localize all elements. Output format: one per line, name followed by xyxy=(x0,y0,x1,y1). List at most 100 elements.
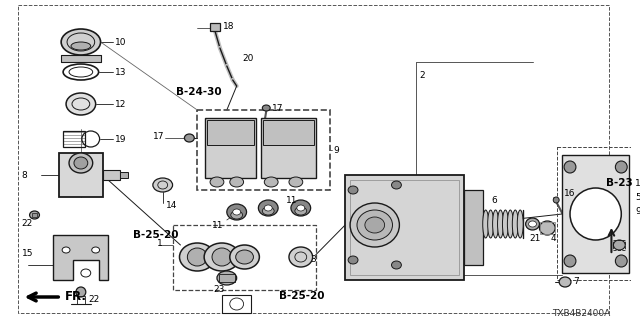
Ellipse shape xyxy=(497,210,504,238)
Bar xyxy=(261,118,316,178)
Text: 3: 3 xyxy=(310,255,316,265)
Bar xyxy=(61,55,100,62)
Ellipse shape xyxy=(392,261,401,269)
Text: 10: 10 xyxy=(115,37,127,46)
Ellipse shape xyxy=(62,247,70,253)
Text: 22: 22 xyxy=(22,219,33,228)
Text: FR.: FR. xyxy=(65,290,87,302)
Ellipse shape xyxy=(613,240,625,250)
Bar xyxy=(59,153,102,197)
Bar xyxy=(219,274,235,282)
Bar xyxy=(557,147,634,280)
Ellipse shape xyxy=(74,157,88,169)
Ellipse shape xyxy=(212,248,232,266)
Ellipse shape xyxy=(559,277,571,287)
Ellipse shape xyxy=(188,248,207,266)
Ellipse shape xyxy=(348,186,358,194)
Text: 12: 12 xyxy=(115,100,127,108)
Ellipse shape xyxy=(66,93,95,115)
Text: 23: 23 xyxy=(213,285,225,294)
Ellipse shape xyxy=(540,221,556,235)
Text: 6: 6 xyxy=(491,196,497,204)
Ellipse shape xyxy=(231,211,243,219)
Ellipse shape xyxy=(616,161,627,173)
Ellipse shape xyxy=(259,200,278,216)
Ellipse shape xyxy=(483,210,489,238)
Ellipse shape xyxy=(564,255,576,267)
Ellipse shape xyxy=(179,243,215,271)
Ellipse shape xyxy=(210,177,224,187)
Bar xyxy=(102,170,120,180)
Bar xyxy=(205,118,257,178)
Ellipse shape xyxy=(488,210,493,238)
Ellipse shape xyxy=(76,287,86,297)
Ellipse shape xyxy=(517,210,523,238)
Bar xyxy=(350,180,459,275)
Text: 17: 17 xyxy=(153,132,164,140)
Text: 19: 19 xyxy=(115,134,127,143)
Bar xyxy=(77,296,85,304)
Bar xyxy=(210,23,220,31)
Ellipse shape xyxy=(297,205,305,211)
Ellipse shape xyxy=(230,245,259,269)
Bar xyxy=(463,190,483,265)
Text: 17: 17 xyxy=(272,103,284,113)
Text: 21: 21 xyxy=(529,234,541,243)
Bar xyxy=(540,222,556,234)
Ellipse shape xyxy=(529,221,536,227)
Ellipse shape xyxy=(153,178,173,192)
Ellipse shape xyxy=(29,211,40,219)
Ellipse shape xyxy=(553,197,559,203)
Text: 11: 11 xyxy=(286,196,298,204)
Polygon shape xyxy=(53,235,108,280)
Ellipse shape xyxy=(217,271,237,285)
Ellipse shape xyxy=(264,205,272,211)
Text: 9: 9 xyxy=(333,146,339,155)
Text: B-25-20: B-25-20 xyxy=(279,291,324,301)
Ellipse shape xyxy=(289,177,303,187)
Text: 7: 7 xyxy=(573,277,579,286)
Ellipse shape xyxy=(204,243,239,271)
Text: 11: 11 xyxy=(212,220,223,229)
Ellipse shape xyxy=(295,207,307,215)
Text: 13: 13 xyxy=(115,68,127,76)
Text: 8: 8 xyxy=(22,171,28,180)
Text: 5: 5 xyxy=(635,193,640,202)
Bar xyxy=(120,172,128,178)
Bar xyxy=(197,110,330,190)
Ellipse shape xyxy=(233,209,241,215)
Text: B-25-20: B-25-20 xyxy=(133,230,179,240)
Ellipse shape xyxy=(564,161,576,173)
Text: B-23: B-23 xyxy=(607,178,633,188)
Ellipse shape xyxy=(357,210,392,240)
Bar xyxy=(31,213,38,217)
Text: 14: 14 xyxy=(166,201,177,210)
Bar xyxy=(63,131,85,147)
Text: 1: 1 xyxy=(157,238,163,247)
Ellipse shape xyxy=(502,210,508,238)
Ellipse shape xyxy=(291,200,310,216)
Bar xyxy=(173,225,316,290)
Ellipse shape xyxy=(184,134,195,142)
Ellipse shape xyxy=(392,181,401,189)
Ellipse shape xyxy=(236,250,253,264)
Text: 20: 20 xyxy=(243,53,254,62)
Ellipse shape xyxy=(525,218,540,230)
Ellipse shape xyxy=(262,207,274,215)
Ellipse shape xyxy=(350,203,399,247)
Bar xyxy=(562,155,629,273)
Text: TXB4B2400A: TXB4B2400A xyxy=(552,308,611,317)
Bar xyxy=(263,120,314,145)
Ellipse shape xyxy=(81,269,91,277)
Bar xyxy=(613,240,625,250)
Ellipse shape xyxy=(264,177,278,187)
Ellipse shape xyxy=(289,247,312,267)
Ellipse shape xyxy=(92,247,100,253)
Bar xyxy=(345,175,463,280)
Ellipse shape xyxy=(365,217,385,233)
Text: B-24-30: B-24-30 xyxy=(175,87,221,97)
Ellipse shape xyxy=(61,29,100,55)
Text: 2: 2 xyxy=(419,70,425,79)
Text: 22: 22 xyxy=(89,295,100,305)
Ellipse shape xyxy=(493,210,499,238)
